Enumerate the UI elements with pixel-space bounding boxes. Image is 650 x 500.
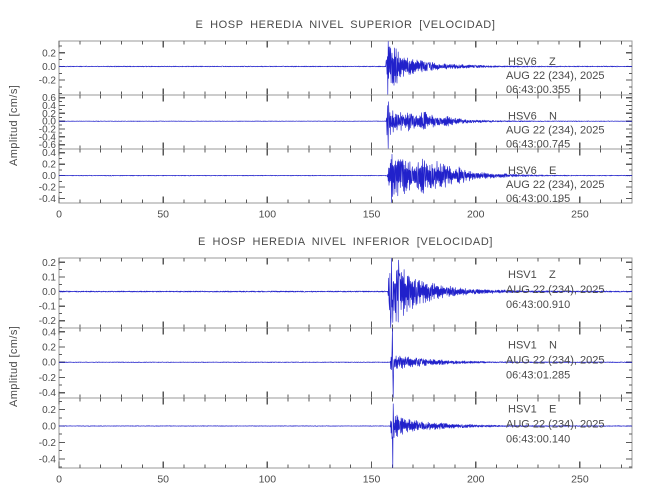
trace-box bbox=[58, 397, 633, 469]
trace-date-label: AUG 22 (234), 2025 bbox=[506, 125, 604, 137]
y-tick-label: 0.1 bbox=[42, 272, 56, 283]
y-tick-label: -0.2 bbox=[39, 76, 57, 87]
y-tick-label: -0.4 bbox=[39, 194, 57, 205]
trace-time-label: 06:43:00.195 bbox=[506, 193, 570, 205]
trace-component-label: Z bbox=[549, 269, 556, 281]
trace-station-label: HSV1 bbox=[508, 404, 537, 416]
y-tick-label: -0.6 bbox=[39, 140, 57, 151]
trace-hsv6-z: 0.2 0.0 -0.2 HSV6 Z AUG 22 (234), 2025 06:43:0… bbox=[39, 40, 633, 96]
trace-date-label: AUG 22 (234), 2025 bbox=[506, 70, 604, 82]
y-tick-label: 0.2 bbox=[42, 258, 56, 269]
trace-station-label: HSV6 bbox=[508, 111, 537, 123]
y-tick-label: -0.4 bbox=[39, 132, 57, 143]
trace-time-label: 06:43:00.910 bbox=[506, 299, 570, 311]
trace-date-label: AUG 22 (234), 2025 bbox=[506, 355, 604, 367]
y-tick-label: -0.2 bbox=[39, 373, 57, 384]
y-axis-label-inferior: Amplitud [cm/s] bbox=[8, 325, 20, 407]
waveform-hsv1-e bbox=[58, 403, 633, 468]
y-tick-label: 0.2 bbox=[42, 160, 56, 171]
waveform-hsv1-n bbox=[58, 328, 633, 398]
y-tick-label: 0.0 bbox=[42, 358, 56, 369]
y-tick-label: 0.6 bbox=[42, 93, 56, 104]
y-tick-label: -0.4 bbox=[39, 388, 57, 399]
trace-time-label: 06:43:00.140 bbox=[506, 434, 570, 446]
y-tick-label: -0.1 bbox=[39, 302, 57, 313]
y-tick-label: 0.0 bbox=[42, 422, 56, 433]
y-tick-label: -0.2 bbox=[39, 183, 57, 194]
trace-station-label: HSV1 bbox=[508, 269, 537, 281]
x-tick-label: 250 bbox=[571, 474, 589, 486]
x-tick-label: 150 bbox=[363, 474, 381, 486]
trace-component-label: E bbox=[549, 404, 556, 416]
y-axis-label-superior: Amplitud [cm/s] bbox=[8, 84, 20, 166]
waveform-hsv6-n bbox=[58, 101, 633, 149]
waveform-hsv1-z bbox=[58, 258, 633, 328]
panel-title-inferior: E HOSP HEREDIA NIVEL INFERIOR [VELOCIDAD… bbox=[197, 236, 494, 248]
trace-component-label: N bbox=[549, 111, 557, 123]
trace-hsv1-n: 0.4 0.2 0.0 -0.2 -0.4 HSV1 N AUG 22 (234), 2025… bbox=[39, 327, 633, 399]
y-tick-label: -0.2 bbox=[39, 125, 57, 136]
y-tick-label: 0.4 bbox=[42, 101, 56, 112]
trace-hsv6-n: 0.60.40.20.0-0.2-0.4-0.6 HSV6 N AUG 22 (234… bbox=[39, 93, 633, 151]
trace-date-label: AUG 22 (234), 2025 bbox=[506, 419, 604, 431]
y-tick-label: 0.0 bbox=[42, 287, 56, 298]
trace-component-label: E bbox=[549, 165, 556, 177]
y-tick-label: 0.0 bbox=[42, 171, 56, 182]
trace-station-label: HSV6 bbox=[508, 165, 537, 177]
trace-time-label: 06:43:00.355 bbox=[506, 84, 570, 96]
panel-inferior: 0.2 0.1 0.0 -0.1 -0.2 HSV1 Z AUG 22 (234), 2025… bbox=[39, 257, 633, 486]
trace-date-label: AUG 22 (234), 2025 bbox=[506, 179, 604, 191]
trace-component-label: N bbox=[549, 340, 557, 352]
x-tick-label: 200 bbox=[467, 474, 485, 486]
x-tick-label: 50 bbox=[157, 209, 169, 221]
x-tick-label: 250 bbox=[571, 209, 589, 221]
trace-hsv1-z: 0.2 0.1 0.0 -0.1 -0.2 HSV1 Z AUG 22 (234), 2025… bbox=[39, 257, 633, 329]
y-tick-label: 0.2 bbox=[42, 343, 56, 354]
y-tick-label: 0.0 bbox=[42, 62, 56, 73]
trace-time-label: 06:43:00.745 bbox=[506, 139, 570, 151]
y-tick-label: 0.0 bbox=[42, 117, 56, 128]
trace-station-label: HSV1 bbox=[508, 340, 537, 352]
x-tick-label: 0 bbox=[56, 474, 62, 486]
x-tick-label: 0 bbox=[56, 209, 62, 221]
trace-date-label: AUG 22 (234), 2025 bbox=[506, 284, 604, 296]
trace-hsv1-e: 0.2 0.0 -0.2 -0.4 HSV1 E AUG 22 (234), 2025 06:… bbox=[39, 397, 633, 469]
y-tick-label: -0.2 bbox=[39, 438, 57, 449]
x-tick-label: 100 bbox=[259, 209, 277, 221]
waveform-hsv6-z bbox=[58, 41, 633, 95]
trace-time-label: 06:43:01.285 bbox=[506, 370, 570, 382]
y-tick-label: 0.2 bbox=[42, 48, 56, 59]
x-tick-label: 150 bbox=[363, 209, 381, 221]
panel-title-superior: E HOSP HEREDIA NIVEL SUPERIOR [VELOCIDAD… bbox=[195, 19, 496, 31]
y-tick-label: 0.4 bbox=[42, 148, 56, 159]
y-tick-label: -0.4 bbox=[39, 454, 57, 465]
x-tick-label: 50 bbox=[157, 474, 169, 486]
waveform-hsv6-e bbox=[58, 153, 633, 203]
y-tick-label: -0.2 bbox=[39, 316, 57, 327]
x-tick-label: 100 bbox=[259, 474, 277, 486]
trace-component-label: Z bbox=[549, 56, 556, 68]
trace-station-label: HSV6 bbox=[508, 56, 537, 68]
y-tick-label: 0.4 bbox=[42, 327, 56, 338]
y-tick-label: 0.2 bbox=[42, 405, 56, 416]
y-tick-label: 0.2 bbox=[42, 109, 56, 120]
trace-hsv6-e: 0.40.20.0-0.2-0.4 HSV6 E AUG 22 (234), 2025… bbox=[39, 148, 633, 205]
x-tick-label: 200 bbox=[467, 209, 485, 221]
